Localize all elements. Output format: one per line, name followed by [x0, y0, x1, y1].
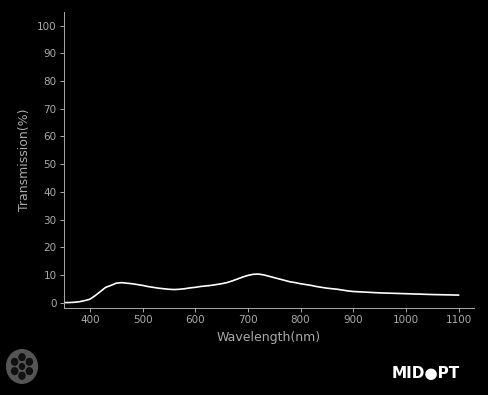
Circle shape — [20, 364, 24, 369]
X-axis label: Wavelength(nm): Wavelength(nm) — [217, 331, 320, 344]
Y-axis label: Transmission(%): Transmission(%) — [19, 109, 31, 211]
Circle shape — [19, 372, 25, 379]
Circle shape — [26, 368, 32, 374]
Text: MID●PT: MID●PT — [390, 366, 459, 381]
Circle shape — [7, 350, 38, 383]
Circle shape — [26, 358, 32, 365]
Circle shape — [12, 368, 18, 374]
Circle shape — [19, 354, 25, 361]
Circle shape — [12, 358, 18, 365]
